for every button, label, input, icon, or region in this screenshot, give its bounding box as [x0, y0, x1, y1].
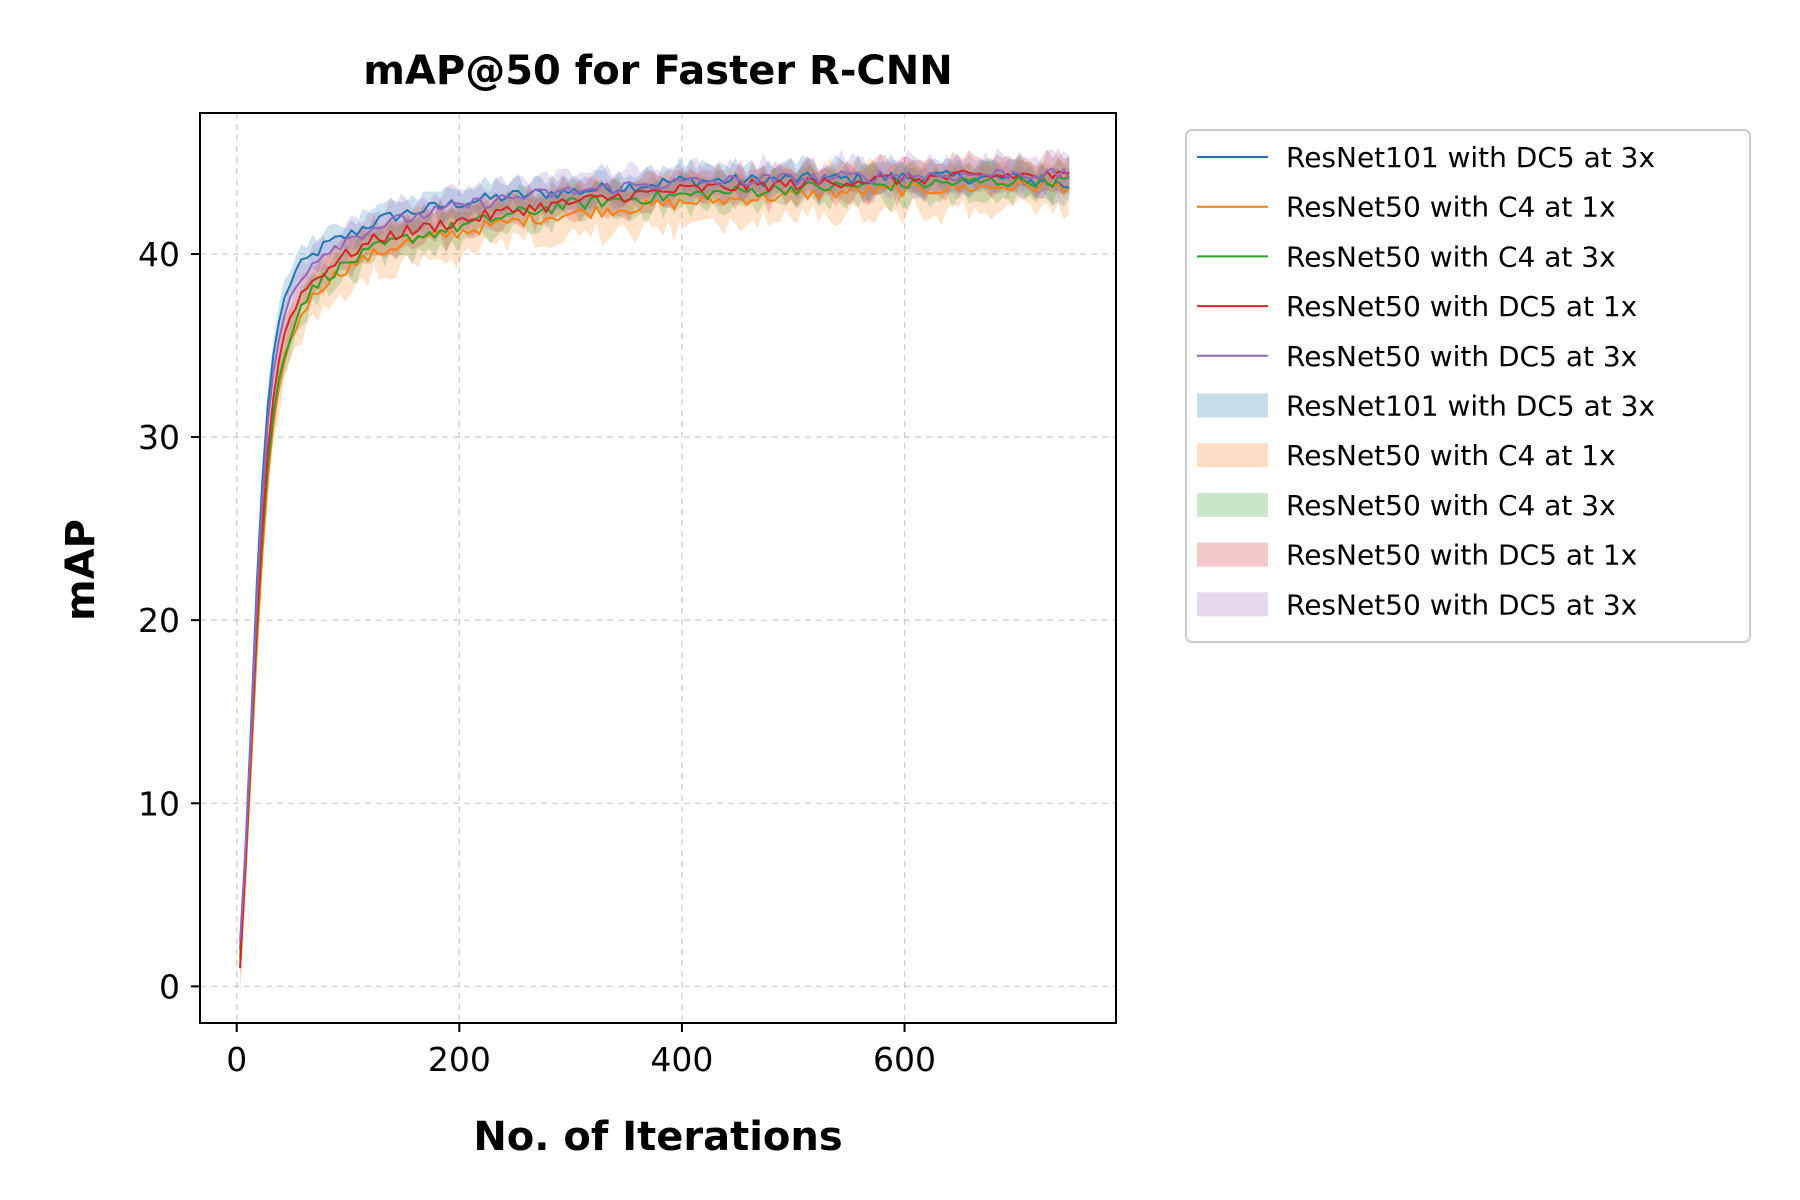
- chart-title: mAP@50 for Faster R-CNN: [363, 48, 952, 94]
- legend-entry-label: ResNet50 with DC5 at 1x: [1286, 539, 1637, 572]
- legend-entry-label: ResNet50 with C4 at 3x: [1286, 240, 1616, 273]
- x-axis-label: No. of Iterations: [473, 1114, 842, 1160]
- legend-entry-label: ResNet50 with C4 at 3x: [1286, 489, 1616, 522]
- y-tick-label: 10: [138, 784, 180, 823]
- confidence-bands: [240, 148, 1070, 994]
- legend-band-swatch: [1197, 492, 1268, 517]
- y-axis-label: mAP: [58, 519, 104, 621]
- x-tick-label: 600: [873, 1040, 936, 1079]
- legend-entry-label: ResNet50 with DC5 at 3x: [1286, 340, 1637, 373]
- legend-entry-label: ResNet50 with C4 at 1x: [1286, 439, 1616, 472]
- series-line-1: [239, 179, 1070, 969]
- y-tick-label: 40: [138, 235, 180, 274]
- series-line-0: [239, 169, 1070, 950]
- x-axis-ticks: 0 200 400 600: [226, 1023, 936, 1079]
- x-tick-label: 400: [650, 1040, 713, 1079]
- series-line-2: [239, 174, 1070, 959]
- legend-entry-label: ResNet50 with C4 at 1x: [1286, 191, 1616, 224]
- legend-box: [1185, 129, 1751, 643]
- y-axis-ticks: 0 10 20 30 40: [138, 235, 200, 1006]
- legend-entry-label: ResNet50 with DC5 at 1x: [1286, 290, 1637, 323]
- series-band-0: [240, 153, 1070, 968]
- y-tick-label: 0: [159, 967, 180, 1006]
- series-line-3: [239, 169, 1070, 969]
- series-line-4: [239, 167, 1071, 941]
- legend-band-swatch: [1197, 443, 1268, 468]
- legend-entry-label: ResNet50 with DC5 at 3x: [1286, 588, 1637, 621]
- plot-area-frame: [199, 112, 1117, 1024]
- x-tick-label: 0: [226, 1040, 247, 1079]
- legend-entry-label: ResNet101 with DC5 at 3x: [1286, 390, 1655, 423]
- legend-entry-label: ResNet101 with DC5 at 3x: [1286, 141, 1655, 174]
- series-lines: [239, 167, 1071, 969]
- legend: ResNet101 with DC5 at 3x ResNet50 with C4…: [1185, 129, 1751, 643]
- y-tick-label: 20: [138, 601, 180, 640]
- y-tick-label: 30: [138, 418, 180, 457]
- legend-band-swatch: [1197, 393, 1268, 418]
- x-tick-label: 200: [428, 1040, 491, 1079]
- legend-band-swatch: [1197, 542, 1268, 567]
- legend-band-swatch: [1197, 592, 1268, 617]
- grid-lines: [200, 113, 1116, 1023]
- series-band-1: [240, 157, 1070, 994]
